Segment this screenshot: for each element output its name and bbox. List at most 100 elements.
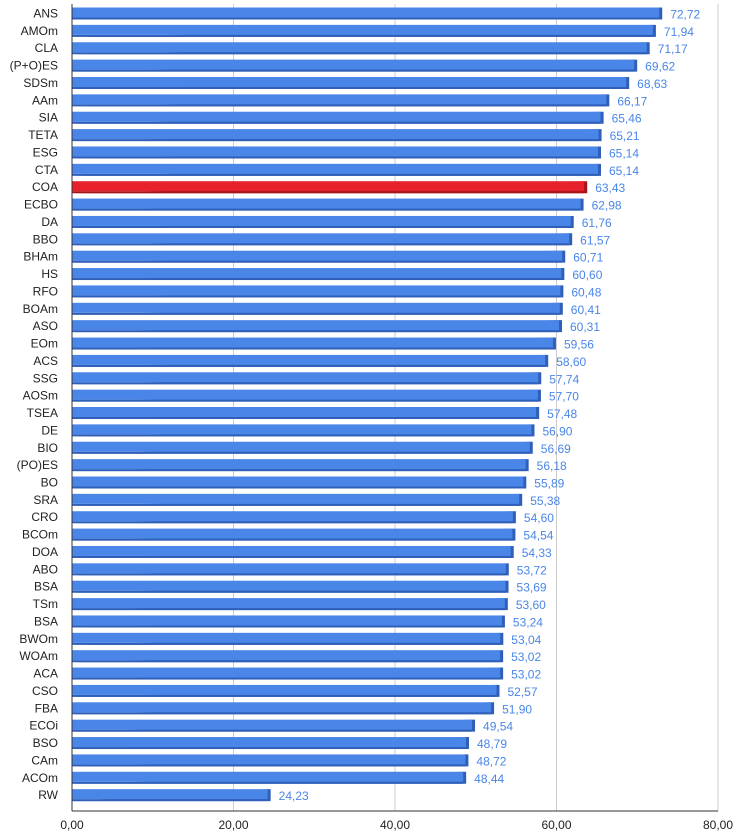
category-label: CRO	[31, 510, 58, 524]
category-label: ESG	[33, 145, 58, 159]
bar-shadow	[72, 243, 570, 246]
value-label: 57,74	[549, 372, 579, 386]
category-label: ECOi	[29, 719, 58, 733]
value-label: 61,57	[580, 233, 610, 247]
value-label: 60,71	[573, 251, 603, 265]
category-label: BWOm	[19, 632, 58, 646]
bar	[72, 632, 501, 643]
bar	[72, 719, 473, 730]
category-label: DE	[41, 423, 58, 437]
bar-shadow	[72, 208, 581, 211]
bar-shadow	[72, 278, 562, 281]
value-label: 71,94	[664, 25, 694, 39]
value-label: 57,70	[549, 390, 579, 404]
value-label: 53,60	[516, 598, 546, 612]
value-label: 60,48	[571, 285, 601, 299]
bar-shadow	[72, 399, 538, 402]
category-label: CAm	[31, 753, 58, 767]
value-label: 53,24	[513, 615, 543, 629]
bar-shadow	[72, 312, 560, 315]
value-label: 66,17	[617, 94, 647, 108]
bar-shadow	[72, 729, 473, 732]
category-label: BOAm	[23, 302, 58, 316]
bar	[72, 337, 553, 348]
bar-shadow	[72, 625, 502, 628]
value-label: 58,60	[556, 355, 586, 369]
bar-shadow	[72, 573, 506, 576]
value-label: 54,60	[524, 511, 554, 525]
value-label: 56,18	[537, 459, 567, 473]
bar-shadow	[72, 764, 466, 767]
value-label: 60,60	[572, 268, 602, 282]
category-label: (PO)ES	[17, 458, 58, 472]
category-label: BHAm	[23, 250, 58, 264]
category-label: COA	[32, 180, 58, 194]
bar	[72, 233, 570, 244]
category-label: CSO	[32, 684, 58, 698]
value-label: 53,02	[511, 668, 541, 682]
category-label: SIA	[39, 111, 58, 125]
category-label: FBA	[35, 701, 58, 715]
bar-shadow	[72, 260, 563, 263]
bar	[72, 650, 501, 661]
value-label: 65,21	[610, 129, 640, 143]
bar	[72, 389, 538, 400]
bar	[72, 615, 502, 626]
bar-shadow	[72, 69, 635, 72]
bar	[72, 789, 268, 800]
bar	[72, 215, 571, 226]
bar	[72, 372, 539, 383]
category-label: BIO	[37, 441, 58, 455]
value-label: 62,98	[592, 199, 622, 213]
bar	[72, 493, 520, 504]
bar	[72, 702, 492, 713]
bar-shadow	[72, 555, 511, 558]
bar	[72, 24, 653, 35]
value-label: 60,31	[570, 320, 600, 334]
category-label: BSO	[33, 736, 58, 750]
value-label: 53,02	[511, 650, 541, 664]
value-label: 65,14	[609, 164, 639, 178]
value-label: 48,72	[476, 754, 506, 768]
bar	[72, 667, 501, 678]
value-label: 60,41	[571, 303, 601, 317]
bar-shadow	[72, 173, 599, 176]
bar	[72, 580, 506, 591]
bar	[72, 250, 563, 261]
category-label: ANS	[33, 7, 58, 21]
value-label: 71,17	[658, 42, 688, 56]
category-label: BCOm	[22, 528, 58, 542]
bar-shadow	[72, 191, 585, 194]
value-label: 56,90	[542, 424, 572, 438]
bar-shadow	[72, 486, 524, 489]
bar-shadow	[72, 34, 653, 37]
value-label: 48,44	[474, 772, 504, 786]
x-tick-label: 60,00	[541, 818, 571, 832]
category-label: ECBO	[24, 198, 58, 212]
category-label: BSA	[34, 580, 58, 594]
bar-shadow	[72, 799, 268, 802]
value-label: 53,72	[517, 563, 547, 577]
bar-shadow	[72, 660, 501, 663]
category-label: BBO	[33, 232, 58, 246]
x-tick-label: 0,00	[60, 818, 84, 832]
bar	[72, 285, 561, 296]
bar	[72, 424, 532, 435]
bar	[72, 545, 511, 556]
bar-shadow	[72, 382, 539, 385]
bar	[72, 684, 497, 695]
bar-shadow	[72, 295, 561, 298]
value-label: 63,43	[595, 181, 625, 195]
value-label: 65,46	[612, 112, 642, 126]
category-label: RW	[38, 788, 58, 802]
bar-shadow	[72, 694, 497, 697]
category-label: (P+O)ES	[10, 59, 58, 73]
bar-shadow	[72, 104, 607, 107]
value-label: 72,72	[670, 8, 700, 22]
bar	[72, 598, 505, 609]
value-label: 51,90	[502, 702, 532, 716]
value-label: 55,38	[530, 494, 560, 508]
bar	[72, 7, 660, 18]
bar-shadow	[72, 538, 513, 541]
category-label: EOm	[31, 337, 58, 351]
